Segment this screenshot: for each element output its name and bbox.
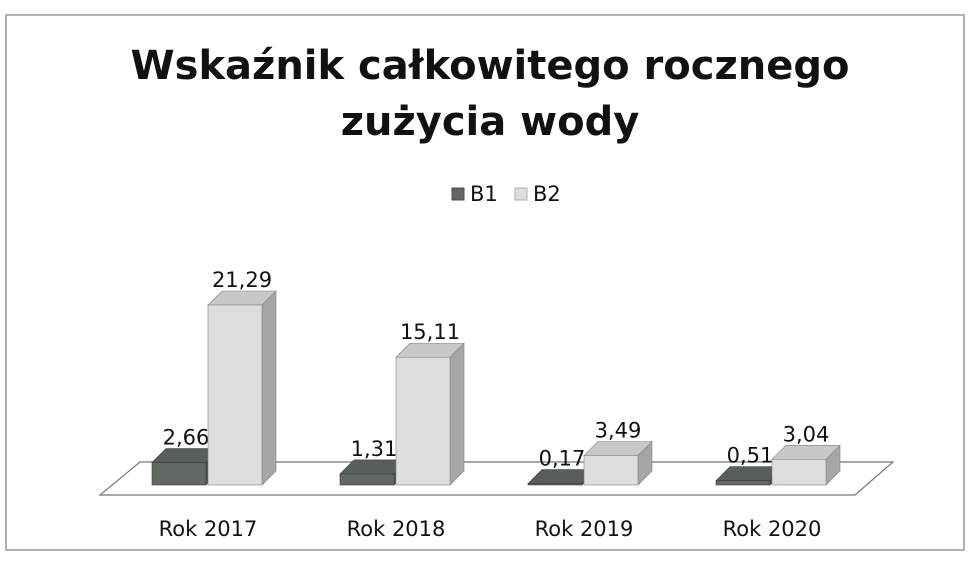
bar [527,483,583,486]
bar [715,480,771,486]
bar [771,458,827,486]
bar [207,304,263,486]
legend-swatch [514,187,528,201]
legend-label: B2 [533,182,561,206]
legend-label: B1 [470,182,498,206]
x-tick-label: Rok 2017 [159,517,258,541]
x-tick-label: Rok 2020 [723,517,822,541]
data-label: 0,17 [539,447,586,471]
data-label: 15,11 [400,320,460,344]
data-label: 2,66 [163,426,210,450]
bar-side [449,342,465,486]
legend-swatch [451,187,465,201]
data-label: 21,29 [212,268,272,292]
data-label: 1,31 [351,437,398,461]
bar [395,356,451,486]
data-label: 3,49 [595,418,642,442]
bar-side [261,290,277,486]
data-label: 3,04 [783,422,830,446]
bar [151,462,207,486]
x-tick-label: Rok 2019 [535,517,634,541]
chart-title: Wskaźnik całkowitego rocznego [131,43,850,89]
chart-title: zużycia wody [341,99,640,145]
bar [339,473,395,486]
bar [583,455,639,486]
x-tick-label: Rok 2018 [347,517,446,541]
data-label: 0,51 [727,444,774,468]
